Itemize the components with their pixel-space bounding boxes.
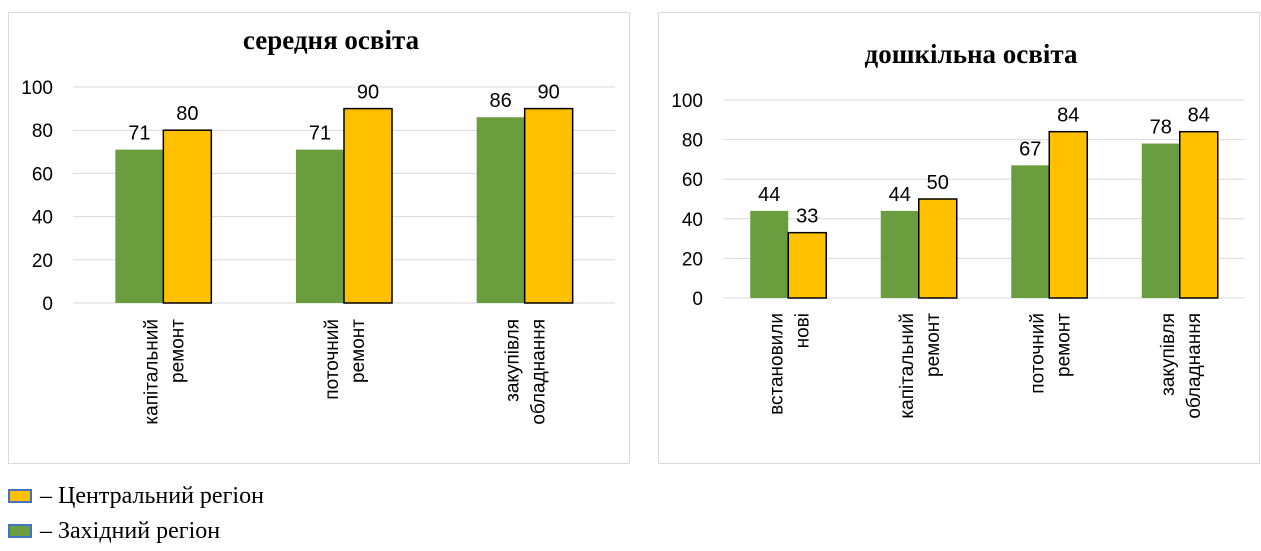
data-label: 90	[357, 82, 379, 104]
legend-swatch-central	[8, 489, 32, 503]
chart-title: дошкільна освіта	[865, 39, 1078, 69]
data-label: 84	[1188, 105, 1210, 127]
legend-swatch-western	[8, 524, 32, 538]
bar-western	[750, 210, 789, 298]
category-label: закупівля обладнання	[503, 319, 550, 425]
category-label: капітальний ремонт	[897, 313, 944, 419]
bar-central	[162, 129, 213, 304]
data-label: 44	[889, 184, 911, 206]
bar-central	[1048, 130, 1088, 299]
legend-label-western: – Західний регіон	[40, 517, 221, 544]
data-label: 78	[1150, 117, 1172, 139]
y-tick-label: 60	[32, 164, 53, 185]
category-label-line: ремонт	[348, 319, 369, 383]
bar-western	[1011, 165, 1050, 298]
category-label-line: встановили	[766, 313, 787, 415]
bar-western	[115, 149, 164, 303]
category-label: поточний ремонт	[1027, 313, 1074, 394]
category-label-line: поточний	[1027, 313, 1048, 394]
category-label-line: ремонт	[923, 313, 944, 377]
legend-label-central: – Центральний регіон	[40, 482, 264, 509]
bar-central	[1179, 130, 1219, 299]
data-label: 80	[176, 103, 198, 125]
chart-panel-secondary-education: середня освіта 0 20 40 60 80 100 71 80 капітальни…	[8, 12, 630, 464]
category-label-line: закупівля	[1158, 313, 1179, 396]
y-tick-label: 20	[682, 249, 703, 270]
y-tick-label: 0	[42, 294, 53, 315]
data-label: 84	[1057, 105, 1079, 127]
data-label: 67	[1019, 138, 1041, 160]
bar-western	[1141, 143, 1180, 298]
data-label: 50	[927, 172, 949, 194]
data-label: 44	[758, 184, 780, 206]
y-tick-label: 100	[21, 78, 53, 99]
bar-western	[880, 210, 919, 298]
bar-central	[343, 107, 393, 304]
chart-secondary-education: середня освіта 0 20 40 60 80 100 71 80 капітальни…	[21, 25, 615, 425]
category-label-line: капітальний	[141, 319, 162, 425]
data-label: 71	[128, 123, 150, 145]
legend-item-central: – Центральний регіон	[8, 483, 264, 509]
bar-western	[476, 117, 525, 304]
y-tick-label: 100	[671, 91, 703, 112]
bar-central	[787, 231, 827, 299]
y-tick-label: 40	[682, 210, 703, 231]
category-label: закупівля обладнання	[1158, 313, 1205, 419]
data-label: 90	[538, 82, 560, 104]
chart-title: середня освіта	[243, 25, 420, 55]
category-label-line: ремонт	[1053, 313, 1074, 377]
data-label: 86	[490, 90, 512, 112]
category-label: поточний ремонт	[322, 319, 369, 400]
bar-central	[523, 107, 574, 304]
category-label-line: закупівля	[503, 319, 524, 402]
category-label-line: обладнання	[529, 319, 550, 425]
y-tick-label: 0	[692, 289, 703, 310]
category-label-line: поточний	[322, 319, 343, 400]
y-tick-label: 20	[32, 251, 53, 272]
y-tick-label: 60	[682, 170, 703, 191]
category-label-line: нові	[792, 313, 813, 348]
category-label: встановили нові	[766, 313, 813, 415]
y-tick-label: 40	[32, 208, 53, 229]
legend-item-western: – Західний регіон	[8, 518, 220, 544]
bar-western	[296, 149, 344, 303]
chart-panel-preschool-education: дошкільна освіта 0 20 40 60 80 100 44 33 встанови…	[658, 12, 1260, 464]
category-label-line: ремонт	[167, 319, 188, 383]
category-label-line: капітальний	[897, 313, 918, 419]
y-tick-label: 80	[682, 131, 703, 152]
data-label: 71	[309, 123, 331, 145]
data-label: 33	[796, 206, 818, 228]
chart-preschool-education: дошкільна освіта 0 20 40 60 80 100 44 33 встанови…	[671, 39, 1245, 419]
y-tick-label: 80	[32, 121, 53, 142]
bar-central	[918, 198, 958, 299]
category-label: капітальний ремонт	[141, 319, 188, 425]
category-label-line: обладнання	[1184, 313, 1205, 419]
